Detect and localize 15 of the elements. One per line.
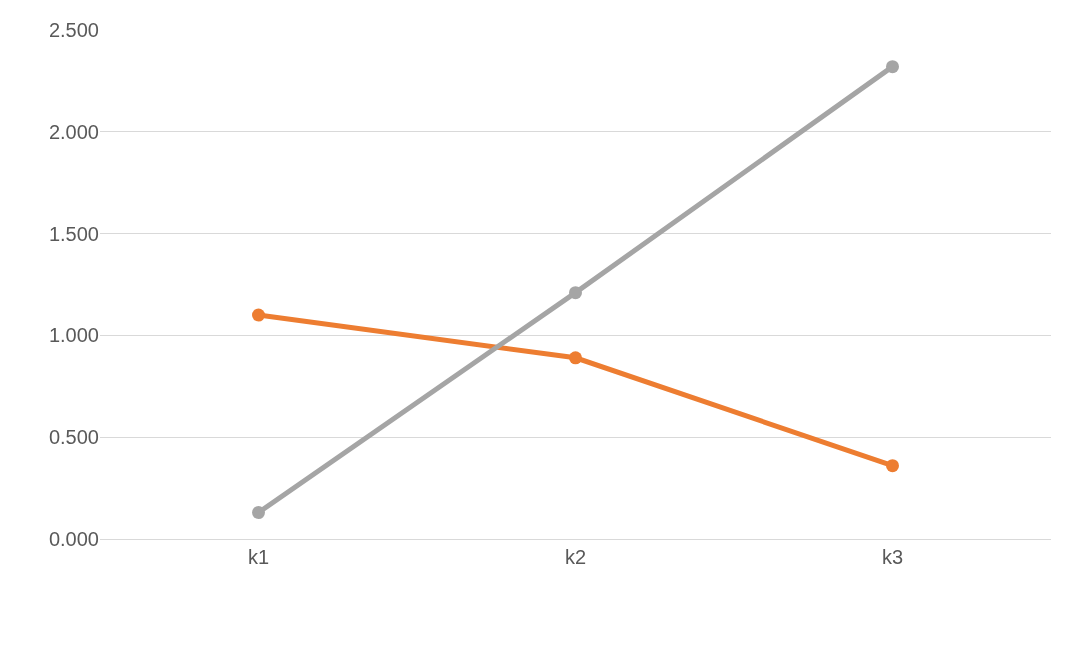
y-tick-label: 0.500 xyxy=(48,426,99,449)
point xyxy=(252,308,265,322)
y-tick-label: 1.000 xyxy=(48,324,99,347)
y-tick-label: 2.500 xyxy=(48,19,99,41)
y-tick-label: 1.500 xyxy=(48,222,99,245)
x-tick-label: k2 xyxy=(564,546,587,568)
point xyxy=(252,506,265,520)
point xyxy=(569,286,582,300)
x-tick-label: k3 xyxy=(881,546,904,568)
point xyxy=(886,459,899,473)
y-tick-label: 2.000 xyxy=(48,120,99,143)
point xyxy=(569,351,582,365)
point xyxy=(886,60,899,74)
x-tick-label: k1 xyxy=(247,546,270,568)
y-tick-label: 0.000 xyxy=(48,528,99,550)
